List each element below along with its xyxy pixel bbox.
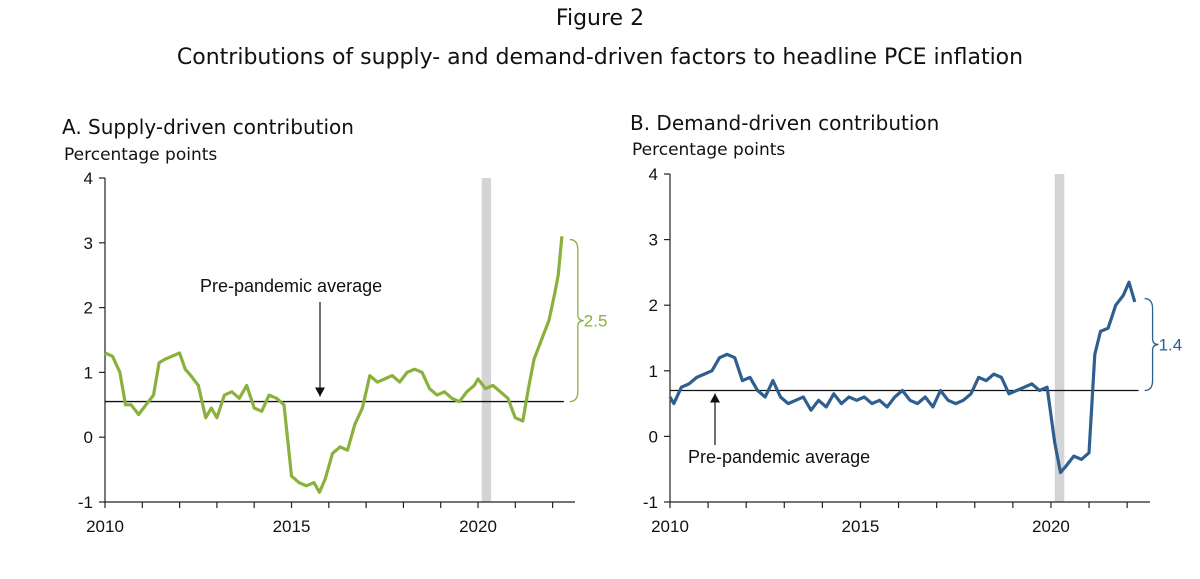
panel-b-arrow-head bbox=[710, 393, 720, 403]
panel-a-brace bbox=[569, 238, 584, 403]
panel-b-recession-band bbox=[1054, 174, 1065, 502]
panel-a-y-tick-label: 2 bbox=[84, 299, 93, 318]
figure-label: Figure 2 bbox=[555, 6, 645, 31]
panel-b-brace bbox=[1144, 297, 1159, 392]
panel-a-series-line bbox=[104, 236, 564, 494]
panel-b-y-tick-label: 0 bbox=[649, 427, 658, 446]
panel-a-y-tick-label: 4 bbox=[84, 169, 93, 188]
panel-b-y-tick-label: 2 bbox=[649, 296, 658, 315]
panel-b-demand-chart: B. Demand-driven contribution Percentage… bbox=[630, 111, 1182, 536]
panel-b-average-label: Pre-pandemic average bbox=[688, 447, 870, 467]
panel-b-y-tick-label: 4 bbox=[649, 165, 658, 184]
panel-b-series-line bbox=[668, 280, 1137, 475]
panel-b-y-tick-label: -1 bbox=[643, 493, 658, 512]
panel-b-x-tick-label: 2020 bbox=[1032, 517, 1070, 536]
panel-a-title: A. Supply-driven contribution bbox=[62, 115, 354, 139]
panel-a-recession-band bbox=[481, 178, 492, 502]
panel-a-arrow-head bbox=[315, 387, 325, 397]
panel-a-brace-label: 2.5 bbox=[584, 312, 608, 331]
panel-a-supply-chart: A. Supply-driven contribution Percentage… bbox=[62, 115, 607, 536]
panel-a-x-tick-label: 2015 bbox=[273, 517, 311, 536]
figure-subtitle: Contributions of supply- and demand-driv… bbox=[176, 45, 1024, 70]
panel-b-y-tick-label: 1 bbox=[649, 362, 658, 381]
panel-a-y-tick-label: -1 bbox=[78, 493, 93, 512]
panel-b-title: B. Demand-driven contribution bbox=[630, 111, 939, 135]
panel-a-x-tick-label: 2020 bbox=[459, 517, 497, 536]
panel-a-y-tick-label: 3 bbox=[84, 234, 93, 253]
panel-a-x-tick-label: 2010 bbox=[86, 517, 124, 536]
panel-a-y-tick-label: 0 bbox=[84, 428, 93, 447]
panel-a-y-tick-label: 1 bbox=[84, 363, 93, 382]
panel-a-ylabel: Percentage points bbox=[64, 145, 217, 165]
panel-a-average-label: Pre-pandemic average bbox=[200, 276, 382, 296]
panel-b-x-tick-label: 2010 bbox=[651, 517, 689, 536]
panel-b-y-tick-label: 3 bbox=[649, 231, 658, 250]
panel-b-brace-label: 1.4 bbox=[1159, 336, 1183, 355]
panel-b-ylabel: Percentage points bbox=[632, 140, 785, 160]
panel-b-x-tick-label: 2015 bbox=[842, 517, 880, 536]
